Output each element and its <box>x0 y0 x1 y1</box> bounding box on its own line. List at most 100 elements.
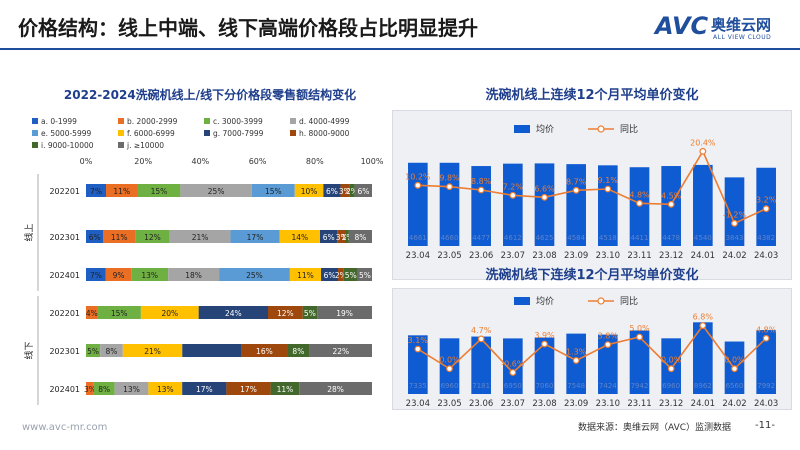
stacked-segment <box>135 230 170 243</box>
x-tick-label: 23.07 <box>501 251 525 261</box>
segment-label: 1% <box>341 233 353 242</box>
x-tick-label: 20% <box>134 157 152 166</box>
segment-label: 11% <box>297 271 314 280</box>
stacked-segment <box>348 230 372 243</box>
yoy-marker <box>509 369 517 376</box>
x-tick-label: 80% <box>306 157 324 166</box>
segment-label: 2% <box>335 271 347 280</box>
yoy-label: 4.8% <box>756 325 777 334</box>
segment-label: 11% <box>113 187 130 196</box>
stacked-segment <box>241 344 288 357</box>
stacked-segment <box>137 184 181 197</box>
stacked-segment <box>105 268 132 281</box>
stacked-segment <box>86 382 94 395</box>
legend-swatch <box>32 130 38 136</box>
stacked-segment <box>182 344 242 357</box>
row-label: 202301 <box>49 347 80 356</box>
bar-value-label: 7942 <box>631 382 649 390</box>
segment-label: 15% <box>265 187 282 196</box>
stacked-segment <box>148 382 183 395</box>
segment-label: 16% <box>256 347 273 356</box>
price-bar <box>724 177 745 246</box>
yoy-label: 0.0% <box>661 356 682 365</box>
page-title: 价格结构：线上中端、线下高端价格段占比明显提升 <box>18 16 478 40</box>
stacked-segment <box>299 382 372 395</box>
x-tick-label: 23.05 <box>437 399 461 409</box>
x-tick-label: 23.11 <box>627 399 651 409</box>
segment-label: 13% <box>141 271 158 280</box>
x-tick-label: 23.12 <box>659 399 683 409</box>
row-label: 202201 <box>49 309 80 318</box>
price-bar <box>503 338 523 394</box>
yoy-label: 8.7% <box>566 177 587 186</box>
stacked-segment <box>349 184 355 197</box>
stacked-chart-title: 2022-2024洗碗机线上/线下分价格段零售额结构变化 <box>63 88 357 102</box>
group-label: 线上 <box>23 223 35 241</box>
legend-label: e. 5000-5999 <box>41 129 91 138</box>
stacked-segment <box>346 230 349 243</box>
yoy-marker <box>762 205 770 213</box>
legend-marker <box>597 125 605 133</box>
bar-value-label: 4661 <box>409 234 427 242</box>
bar-value-label: 4478 <box>662 234 680 242</box>
segment-label: 21% <box>192 233 209 242</box>
stacked-segment <box>168 268 220 281</box>
bar-value-label: 6560 <box>726 382 744 390</box>
stacked-segment <box>97 306 141 319</box>
offline-price-chart-title: 洗碗机线下连续12个月平均单价变化 <box>485 268 699 283</box>
stacked-segment <box>182 382 227 395</box>
yoy-marker <box>636 199 643 207</box>
price-bar <box>408 162 428 246</box>
segment-label: 11% <box>111 233 128 242</box>
legend-label: 均价 <box>536 295 554 307</box>
segment-label: 15% <box>111 309 128 318</box>
stacked-segment <box>343 268 358 281</box>
stacked-segment <box>279 230 320 243</box>
bar-value-label: 7335 <box>409 382 427 390</box>
yoy-label: 3.9% <box>534 331 555 340</box>
legend-swatch <box>32 142 38 148</box>
yoy-marker <box>699 322 707 329</box>
segment-label: 5% <box>87 347 99 356</box>
yoy-label: 9.8% <box>439 174 460 183</box>
stacked-segment <box>338 268 344 281</box>
yoy-marker <box>572 357 580 364</box>
legend-swatch <box>118 142 124 148</box>
bar-value-label: 3843 <box>726 234 744 242</box>
legend-label: h. 8000-9000 <box>299 129 350 138</box>
legend-swatch <box>204 118 210 124</box>
legend-swatch <box>118 118 124 124</box>
segment-label: 17% <box>240 385 257 394</box>
bar-value-label: 6960 <box>662 382 680 390</box>
segment-label: 17% <box>247 233 264 242</box>
yoy-label: 10.2% <box>405 172 431 181</box>
stacked-segment <box>357 268 372 281</box>
stacked-segment <box>93 382 115 395</box>
segment-label: 6% <box>89 233 101 242</box>
yoy-marker <box>446 365 453 373</box>
yoy-label: 5.0% <box>629 324 650 333</box>
legend-label: c. 3000-3999 <box>213 117 263 126</box>
price-bar <box>503 163 523 246</box>
yoy-marker <box>731 219 738 227</box>
x-tick-label: 100% <box>361 157 384 166</box>
x-tick-label: 23.04 <box>406 251 430 261</box>
yoy-marker <box>604 341 612 348</box>
stacked-segment <box>268 306 303 319</box>
yoy-label: 1.3% <box>566 347 587 356</box>
stacked-segment <box>86 230 104 243</box>
stacked-segment <box>86 306 98 319</box>
stacked-segment <box>86 184 107 197</box>
segment-label: 3% <box>339 187 351 196</box>
stacked-segment <box>114 382 149 395</box>
segment-label: 2% <box>346 187 358 196</box>
price-bar <box>534 163 555 246</box>
legend-label: b. 2000-2999 <box>127 117 178 126</box>
segment-label: 12% <box>277 309 294 318</box>
stacked-segment <box>354 184 372 197</box>
group-label: 线下 <box>23 341 35 359</box>
bar-value-label: 7548 <box>567 382 585 390</box>
segment-label: 15% <box>151 187 168 196</box>
bar-value-label: 7424 <box>599 382 617 390</box>
segment-label: 3% <box>336 233 348 242</box>
